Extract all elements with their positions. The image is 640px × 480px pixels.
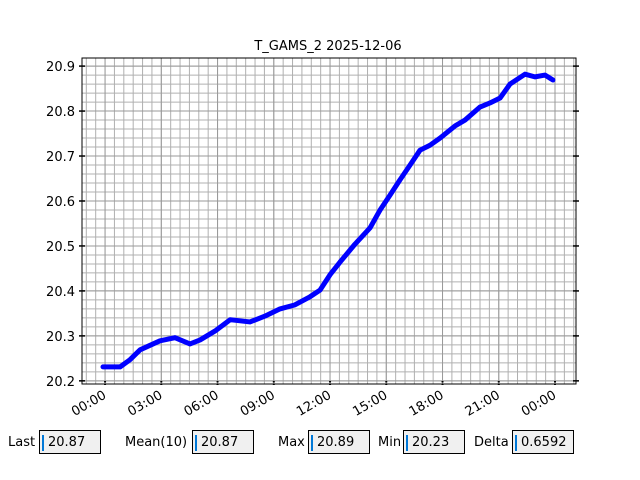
field-label: Mean(10) [125, 435, 188, 450]
y-tick-label: 20.3 [46, 330, 75, 345]
x-tick-label: 12:00 [294, 388, 334, 420]
x-tick-label: 15:00 [350, 388, 390, 420]
field-label: Delta [474, 435, 509, 450]
chart: T_GAMS_2 2025-12-06 20.2 20.3 20.4 20.5 20.6… [46, 39, 579, 420]
y-tick-label: 20.4 [46, 285, 75, 300]
y-tick-label: 20.2 [46, 375, 75, 390]
field-label: Last [8, 435, 36, 450]
y-tick-label: 20.6 [46, 195, 75, 210]
x-tick-label: 06:00 [182, 388, 222, 420]
field-value[interactable]: 20.89 [308, 430, 370, 454]
y-tick-label: 20.7 [46, 150, 75, 165]
y-tick-label: 20.5 [46, 240, 75, 255]
field-label: Max [278, 435, 305, 450]
field-value[interactable]: 0.6592 [512, 430, 574, 454]
field-value[interactable]: 20.87 [39, 430, 101, 454]
y-tick-label: 20.9 [46, 60, 75, 75]
x-tick-label: 03:00 [125, 388, 165, 420]
field-value[interactable]: 20.23 [403, 430, 465, 454]
field-label: Min [378, 435, 402, 450]
y-tick-label: 20.8 [46, 105, 75, 120]
x-tick-label: 09:00 [238, 388, 278, 420]
x-tick-label: 00:00 [519, 388, 559, 420]
x-tick-label: 21:00 [463, 388, 503, 420]
x-tick-label: 00:00 [69, 388, 109, 420]
chart-title: T_GAMS_2 2025-12-06 [253, 39, 401, 54]
plot-frame [81, 57, 577, 385]
data-line [100, 71, 556, 370]
field-value[interactable]: 20.87 [192, 430, 254, 454]
x-tick-label: 18:00 [407, 388, 447, 420]
